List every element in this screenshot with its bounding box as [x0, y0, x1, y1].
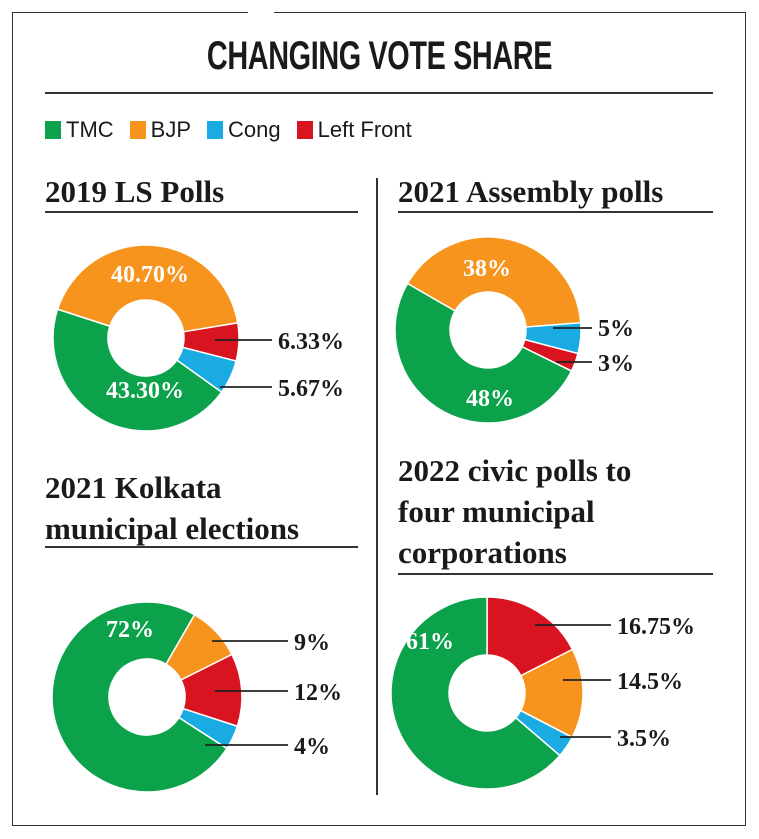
- legend-swatch: [296, 121, 313, 139]
- chart-title-2019-ls: 2019 LS Polls: [45, 174, 225, 209]
- data-label-bjp: 40.70%: [111, 262, 189, 288]
- legend-item-tmc: TMC: [45, 117, 114, 143]
- data-label-tmc: 72%: [106, 617, 154, 643]
- legend-label: TMC: [66, 117, 114, 142]
- frame-notch: [248, 8, 274, 16]
- page-title: CHANGING VOTE SHARE: [206, 34, 553, 78]
- data-label-tmc: 43.30%: [106, 378, 184, 404]
- legend-item-bjp: BJP: [129, 117, 192, 143]
- chart-title-2021-assembly: 2021 Assembly polls: [398, 174, 664, 209]
- donut-slice-tmc: [394, 282, 573, 424]
- heading-rule: [45, 546, 358, 548]
- data-label-left-front: 6.33%: [278, 329, 344, 355]
- title-line: municipal elections: [45, 511, 300, 546]
- data-label-cong: 3.5%: [617, 726, 671, 752]
- legend: TMC BJP Cong Left Front: [45, 117, 412, 143]
- title-line: 2021 Kolkata: [45, 470, 222, 505]
- data-label-left-front: 12%: [294, 680, 342, 706]
- legend-label: BJP: [150, 117, 192, 142]
- data-label-cong: 5%: [598, 316, 634, 342]
- legend-swatch: [207, 121, 224, 139]
- data-label-left-front: 3%: [598, 351, 634, 377]
- chart-title-2021-kolkata: 2021 Kolkata municipal elections: [45, 467, 299, 549]
- legend-swatch: [45, 121, 61, 139]
- title-line: 2022 civic polls to: [398, 453, 632, 488]
- title-line: corporations: [398, 535, 567, 570]
- legend-item-cong: Cong: [207, 117, 281, 143]
- legend-swatch: [129, 121, 146, 139]
- data-label-tmc: 48%: [466, 386, 514, 412]
- legend-label: Cong: [228, 117, 281, 142]
- data-label-left-front: 16.75%: [617, 614, 695, 640]
- data-label-bjp: 9%: [294, 630, 330, 656]
- column-divider: [376, 178, 378, 795]
- frame: [12, 12, 746, 826]
- data-label-tmc: 61%: [406, 629, 454, 655]
- legend-item-left-front: Left Front: [296, 117, 412, 143]
- donut-slice-tmc: [51, 601, 228, 793]
- title-line: four municipal: [398, 494, 595, 529]
- chart-title-2022-civic: 2022 civic polls to four municipal corpo…: [398, 450, 631, 573]
- donut-slice-tmc: [52, 308, 223, 432]
- data-label-bjp: 38%: [463, 256, 511, 282]
- data-label-cong: 4%: [294, 734, 330, 760]
- data-label-bjp: 14.5%: [617, 669, 683, 695]
- data-label-cong: 5.67%: [278, 376, 344, 402]
- heading-rule: [398, 211, 713, 213]
- donut-slice-bjp: [406, 236, 582, 328]
- title-rule: [45, 92, 713, 94]
- donut-slice-bjp: [56, 244, 239, 333]
- donut-slice-tmc: [390, 596, 561, 790]
- heading-rule: [398, 573, 713, 575]
- heading-rule: [45, 211, 358, 213]
- legend-label: Left Front: [317, 117, 412, 142]
